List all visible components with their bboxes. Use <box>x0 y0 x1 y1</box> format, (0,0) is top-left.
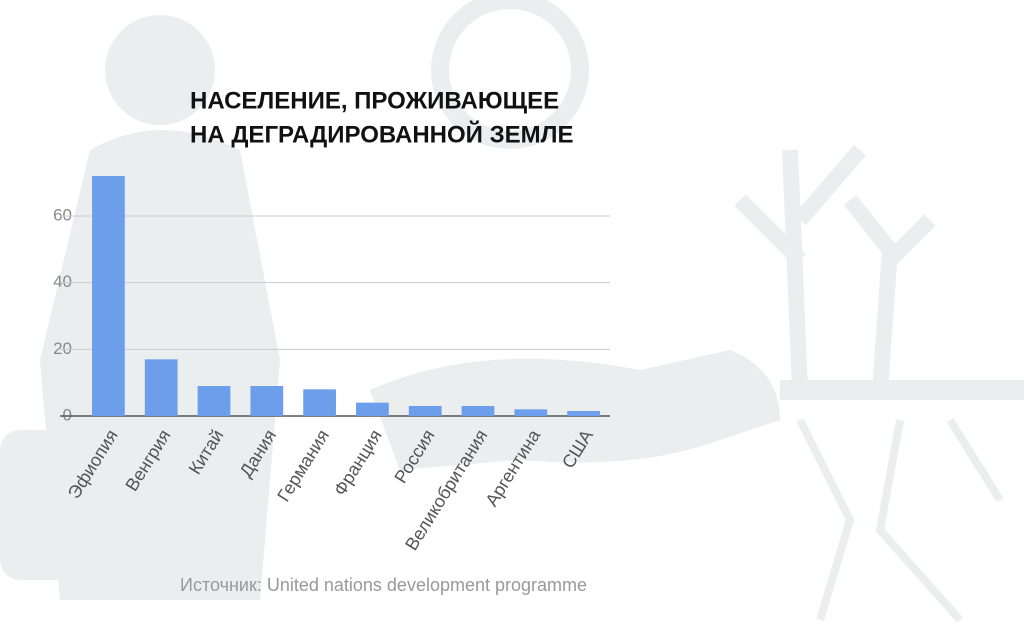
y-tick-label: 40 <box>53 272 72 291</box>
bar <box>250 386 284 416</box>
chart-title: НАСЕЛЕНИЕ, ПРОЖИВАЮЩЕЕ <box>190 87 559 114</box>
bar <box>461 406 495 416</box>
bar <box>514 409 548 416</box>
y-tick-label: 60 <box>53 205 72 224</box>
y-tick-label: 20 <box>53 339 72 358</box>
chart-title: НА ДЕГРАДИРОВАННОЙ ЗЕМЛЕ <box>190 120 573 148</box>
bar <box>197 386 231 416</box>
bar <box>144 359 178 416</box>
bar <box>92 176 125 416</box>
source-note: Источник: United nations development pro… <box>180 575 587 595</box>
bar <box>408 406 442 416</box>
y-tick-label: 0 <box>63 405 72 424</box>
bar <box>356 402 389 416</box>
bar <box>567 411 600 416</box>
x-tick-label: Франция <box>330 426 386 499</box>
x-tick-label: Германия <box>273 426 333 505</box>
bar <box>303 389 336 416</box>
